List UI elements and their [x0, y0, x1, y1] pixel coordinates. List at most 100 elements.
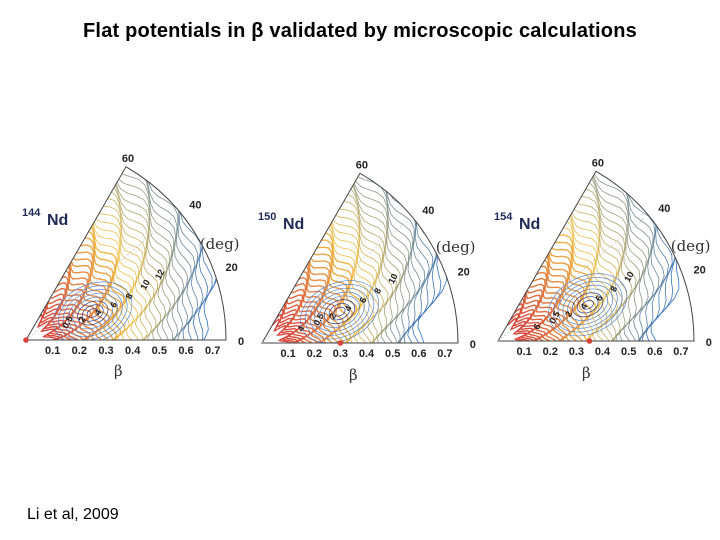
slide-title: Flat potentials in β validated by micros…	[83, 20, 637, 42]
contour-line	[327, 226, 365, 343]
contour-line	[133, 166, 192, 340]
contour-value-label: 2	[563, 309, 574, 318]
beta-tick-label: 0.5	[385, 348, 400, 360]
nucleus-mass-number: 154	[494, 211, 513, 223]
beta-tick-label: 0.7	[437, 348, 452, 360]
contour-loop	[581, 300, 594, 310]
contour-value-label: 8	[608, 284, 619, 293]
contour-loop	[567, 288, 609, 322]
contour-loop	[333, 306, 346, 317]
contour-line	[342, 200, 389, 343]
panel-nd150: 150 Nd γ (deg) β 0.1 0.2 0.3 0.4 0.5 0.6 0.702…	[258, 160, 476, 385]
beta-tick-label: 0.6	[178, 345, 193, 357]
beta-tick-label: 0.1	[45, 345, 60, 357]
contour-line	[307, 261, 336, 343]
contour-value-label: 8	[372, 286, 383, 295]
contour-loop	[576, 296, 599, 314]
gamma-reference-line	[25, 213, 177, 341]
contour-line	[364, 173, 421, 343]
gamma-reference-line	[261, 219, 410, 344]
contour-line	[591, 174, 645, 341]
beta-tick-label: 0.7	[673, 346, 688, 358]
contour-line	[37, 313, 57, 340]
beta-tick-label: 0.3	[569, 346, 584, 358]
contour-line	[590, 177, 641, 341]
contour-loop	[557, 280, 618, 329]
gamma-tick-label: 60	[122, 153, 134, 165]
contour-loop	[58, 285, 128, 340]
contour-loop	[319, 295, 360, 328]
contour-value-label: 10	[622, 270, 636, 284]
beta-tick-label: 0.5	[621, 346, 636, 358]
beta-tick-label: 0.6	[411, 348, 426, 360]
contour-value-label: 4	[295, 324, 306, 333]
contour-value-label: 10	[138, 278, 152, 292]
contour-line	[346, 193, 394, 343]
energy-minimum-marker	[23, 337, 29, 343]
contour-value-label: 2	[76, 315, 87, 324]
beta-tick-label: 0.3	[333, 348, 348, 360]
beta-tick-label: 0.2	[543, 346, 558, 358]
contour-loop	[572, 292, 604, 318]
beta-tick-label: 0.1	[280, 348, 295, 360]
contour-loop	[562, 284, 613, 325]
contour-loop	[548, 273, 628, 337]
nucleus-symbol: Nd	[519, 216, 540, 233]
contour-line	[584, 188, 633, 341]
gamma-tick-label: 40	[189, 199, 201, 211]
beta-axis-label: β	[114, 362, 123, 380]
contour-value-label: 4	[92, 308, 103, 317]
contour-line	[283, 300, 305, 343]
contour-loop	[323, 299, 356, 325]
contour-line	[588, 181, 637, 341]
contour-line	[305, 265, 333, 343]
contour-lines	[271, 173, 448, 343]
contour-value-label: 6	[357, 296, 368, 305]
contour-line	[546, 254, 576, 341]
contour-line	[520, 298, 540, 341]
contour-line	[349, 187, 398, 343]
contour-loop	[67, 292, 118, 334]
contour-loop	[86, 308, 99, 318]
nucleus-symbol: Nd	[283, 216, 304, 233]
contour-line	[522, 293, 544, 341]
contour-line	[580, 195, 628, 341]
energy-minimum-marker	[337, 340, 344, 346]
gamma-tick-label: 60	[356, 160, 368, 172]
contour-value-label: 6	[593, 294, 604, 303]
nucleus-mass-number: 150	[258, 211, 276, 223]
gamma-tick-label: 0	[706, 337, 712, 349]
contour-loop	[553, 277, 623, 333]
contour-line	[330, 221, 372, 343]
contour-value-label: 10	[386, 272, 400, 286]
sector-outline	[261, 172, 459, 344]
contour-loop	[328, 303, 351, 321]
contour-line	[352, 182, 404, 343]
contour-line	[129, 166, 189, 340]
contour-line	[92, 221, 135, 340]
contour-line	[592, 173, 647, 341]
contour-line	[67, 265, 96, 340]
gamma-tick-label: 40	[658, 203, 670, 215]
gamma-reference-line	[497, 217, 646, 342]
contour-value-label: 4	[578, 302, 589, 311]
contour-line	[548, 251, 583, 341]
contour-loop	[53, 281, 133, 340]
contour-loop	[314, 291, 365, 332]
contour-line	[543, 259, 572, 341]
beta-tick-label: 0.1	[516, 346, 531, 358]
contour-line	[506, 317, 528, 341]
beta-tick-label: 0.4	[125, 345, 141, 357]
contour-line	[302, 270, 330, 343]
gamma-tick-label: 20	[694, 264, 706, 276]
sector-background	[26, 166, 226, 340]
gamma-tick-label: 20	[458, 266, 470, 278]
contour-line	[124, 166, 185, 340]
contour-line	[329, 222, 369, 343]
contour-line	[110, 190, 159, 340]
beta-tick-label: 0.7	[205, 345, 220, 357]
contour-value-label: 6	[531, 322, 542, 331]
contour-line	[524, 291, 547, 341]
nucleus-mass-number: 144	[22, 207, 41, 219]
contour-line	[281, 304, 302, 343]
